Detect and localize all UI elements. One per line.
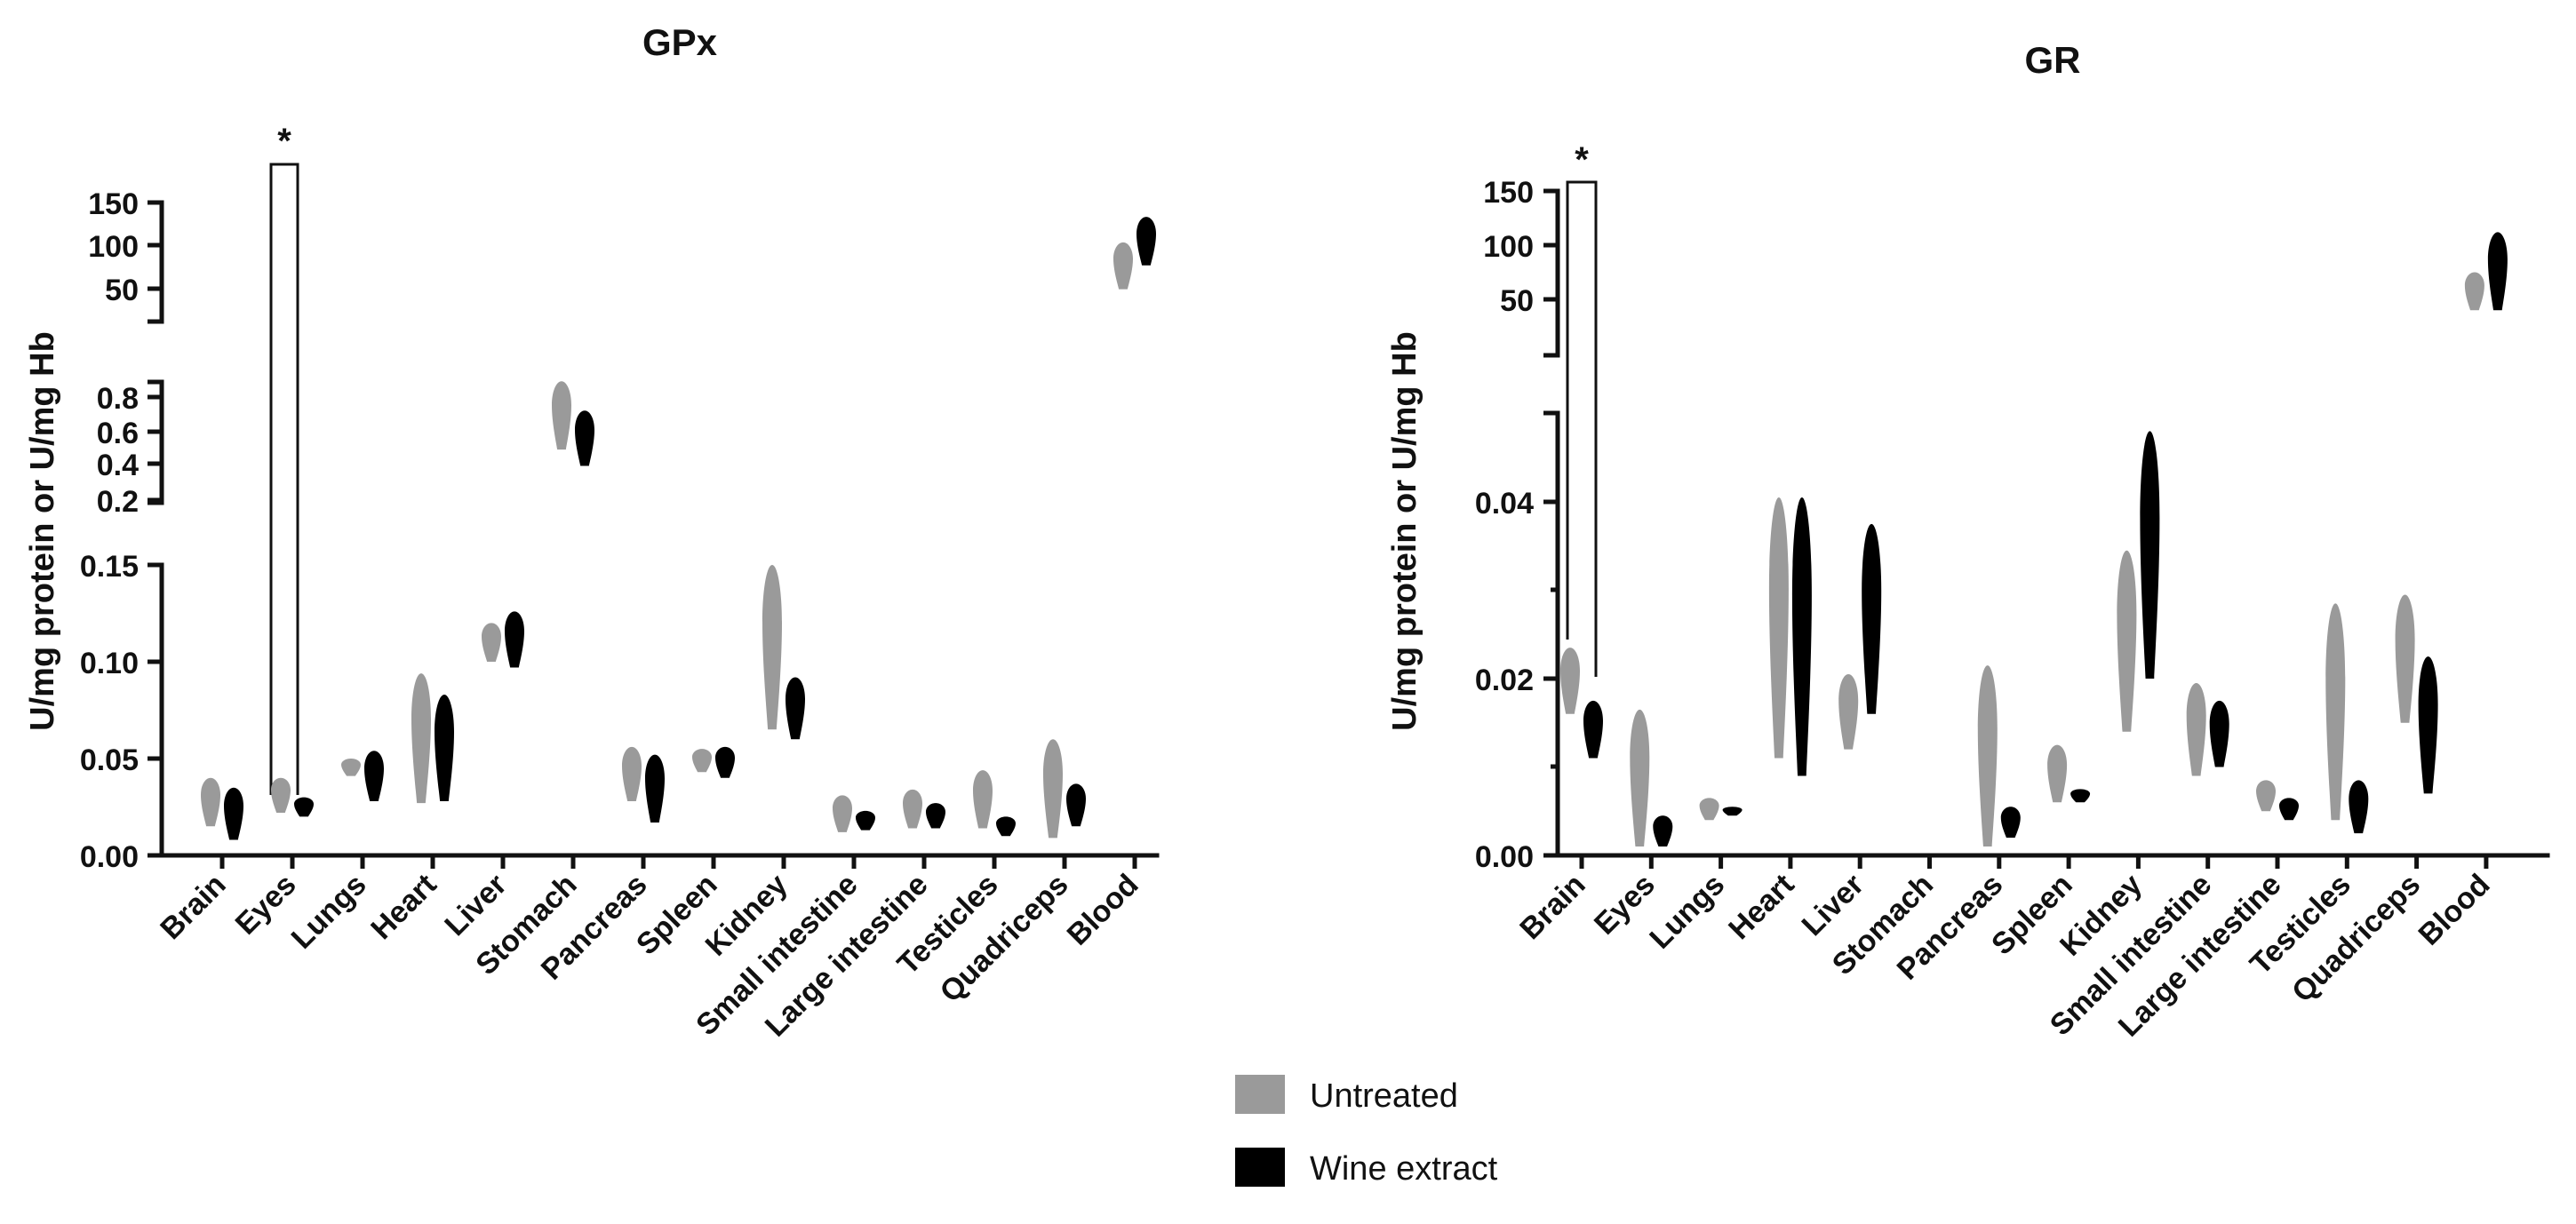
violin-gr-liver-wine-extract [1862,523,1882,714]
y-tick-label: 0.15 [80,550,139,584]
violin-gpx-testicles-wine-extract [996,816,1016,837]
significance-bracket-gr [1566,180,1598,677]
y-tick-label: 0.6 [97,417,139,450]
violin-gpx-stomach-wine-extract [575,410,594,466]
y-tick-label: 0.00 [1475,840,1534,874]
legend: Untreated Wine extract [1235,1075,1498,1188]
violin-gr-testicles-untreated [2325,603,2346,821]
violin-gpx-brain-wine-extract [224,787,243,840]
x-tick-label-gpx: Brain [154,868,232,946]
x-tick-label-gr: Heart [1722,868,1800,946]
y-tick-label: 0.04 [1475,487,1534,521]
chart-gr: GR U/mg protein or U/mg Hb 0.00 0.02 0.0… [1386,39,2550,1044]
chart-title-gpx: GPx [642,21,718,63]
violin-gr-eyes-untreated [1630,709,1650,847]
violin-gr-blood-untreated [2464,272,2484,311]
violin-gr-pancreas-untreated [1977,665,1998,847]
violin-gr-spleen-untreated [2047,744,2068,803]
violin-gpx-blood-wine-extract [1136,217,1156,266]
violins-gr [1560,232,2508,847]
y-tick-label: 50 [105,274,139,307]
violin-gr-liver-untreated [1838,674,1859,750]
violin-gr-lungs-wine-extract [1722,807,1743,816]
violin-gr-brain-wine-extract [1583,700,1603,759]
violin-gr-quadriceps-wine-extract [2418,656,2438,794]
legend-label-wine-extract: Wine extract [1310,1150,1498,1188]
y-tick-label: 0.05 [80,743,139,777]
violin-gr-eyes-wine-extract [1653,815,1673,847]
violin-gr-large-intestine-untreated [2256,780,2276,812]
violin-gpx-large-intestine-wine-extract [926,803,945,829]
violin-gpx-brain-untreated [201,777,220,827]
violins-gpx [201,217,1156,840]
y-tick-label: 150 [88,187,139,221]
violin-gpx-spleen-untreated [692,749,712,773]
violin-gpx-heart-wine-extract [435,695,454,801]
legend-label-untreated: Untreated [1310,1077,1458,1115]
x-tick-labels-gr: BrainEyesLungsHeartLiverStomachPancreasS… [1513,855,2497,1044]
violin-gpx-small-intestine-untreated [833,795,852,832]
legend-swatch-wine-extract [1235,1148,1285,1187]
violin-gr-blood-wine-extract [2487,232,2508,311]
violin-gpx-quadriceps-wine-extract [1066,783,1086,827]
x-tick-label-gpx: Lungs [285,868,373,956]
y-tick-label: 100 [88,230,139,264]
significance-star-gr: * [1575,140,1589,179]
violin-gpx-pancreas-untreated [622,746,642,801]
violin-gpx-lungs-wine-extract [364,751,384,801]
violin-gpx-kidney-untreated [762,565,782,730]
chart-title-gr: GR [2025,39,2081,81]
violin-gr-brain-untreated [1560,648,1580,714]
violin-gpx-large-intestine-untreated [903,789,922,829]
y-tick-label: 0.4 [97,449,139,482]
y-tick-label: 0.00 [80,840,139,874]
violin-gpx-eyes-untreated [271,777,291,814]
chart-gpx: GPx U/mg protein or U/mg Hb 0.00 0.05 0.… [24,21,1160,1044]
violin-gpx-quadriceps-untreated [1043,739,1063,839]
y-tick-label: 0.2 [97,485,139,519]
violin-gpx-heart-untreated [411,673,431,804]
violin-gr-testicles-wine-extract [2349,780,2369,834]
violin-gpx-pancreas-wine-extract [645,754,665,823]
significance-star-gpx: * [277,122,291,161]
violin-gpx-spleen-wine-extract [715,746,735,778]
violin-gpx-kidney-wine-extract [786,677,805,740]
violin-gr-small-intestine-untreated [2186,682,2206,776]
x-tick-label-gr: Brain [1513,868,1591,946]
violin-gr-lungs-untreated [1699,798,1719,821]
violin-gpx-liver-untreated [482,623,501,662]
violin-gpx-small-intestine-wine-extract [856,810,875,831]
y-axis-label-gr: U/mg protein or U/mg Hb [1386,331,1424,731]
y-axis-label-gpx: U/mg protein or U/mg Hb [24,331,61,731]
violin-gr-pancreas-wine-extract [2000,807,2021,839]
x-tick-label-gpx: Heart [364,868,443,946]
violin-gr-spleen-wine-extract [2070,789,2091,803]
violin-gr-heart-wine-extract [1791,497,1812,776]
violin-gpx-testicles-untreated [973,770,993,829]
y-tick-label: 0.02 [1475,664,1534,697]
violin-gr-kidney-wine-extract [2140,431,2160,679]
violin-gpx-stomach-untreated [552,381,571,450]
violin-gpx-lungs-untreated [341,759,361,776]
significance-bracket-gpx [269,163,299,795]
violin-gpx-blood-untreated [1113,242,1133,290]
violin-gpx-eyes-wine-extract [294,797,314,817]
violin-gr-heart-untreated [1768,497,1789,759]
y-tick-label: 50 [1500,284,1534,318]
y-tick-label: 100 [1483,230,1534,264]
x-tick-label-gpx: Blood [1061,868,1145,952]
y-tick-label: 0.10 [80,647,139,680]
violin-gr-small-intestine-wine-extract [2209,700,2229,767]
y-tick-label: 0.8 [97,382,139,416]
x-tick-label-gr: Blood [2413,868,2497,952]
violin-gr-kidney-untreated [2117,550,2137,732]
x-tick-label-gr: Lungs [1643,868,1731,956]
legend-swatch-untreated [1235,1075,1285,1114]
violin-gr-large-intestine-wine-extract [2279,798,2299,821]
x-tick-labels-gpx: BrainEyesLungsHeartLiverStomachPancreasS… [154,855,1145,1044]
violin-gpx-liver-wine-extract [505,611,524,668]
violin-gr-quadriceps-untreated [2395,594,2415,723]
y-tick-label: 150 [1483,176,1534,210]
